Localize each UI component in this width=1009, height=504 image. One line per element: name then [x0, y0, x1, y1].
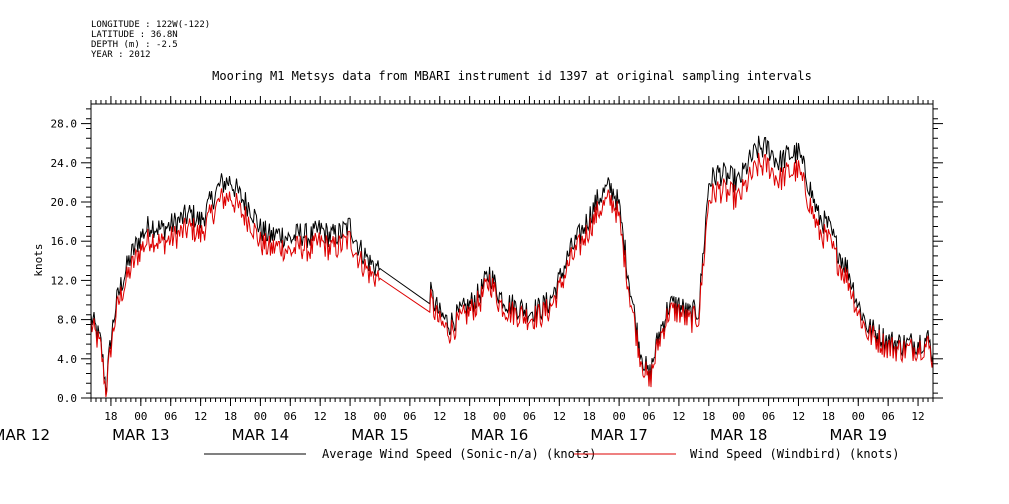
series-average-wind-speed — [90, 135, 934, 396]
x-hour-label: 06 — [284, 410, 297, 423]
minor-ticks — [86, 100, 938, 402]
x-hour-label: 18 — [702, 410, 715, 423]
x-date-label: MAR 17 — [590, 426, 647, 444]
axis-layer: 0.0 4.0 8.0 12.0 16.0 20.0 24.0 28.0 18 00 06 12 18 0… — [0, 96, 943, 444]
legend-label-windbird: Wind Speed (Windbird) (knots) — [690, 447, 900, 461]
x-date-label: MAR 15 — [351, 426, 408, 444]
x-hour-label: 00 — [373, 410, 386, 423]
x-hour-label: 12 — [792, 410, 805, 423]
series-windbird-wind-speed — [90, 152, 934, 398]
x-hour-label: 12 — [194, 410, 207, 423]
latitude-text: LATITUDE : 36.8N — [91, 30, 178, 40]
x-hour-label: 06 — [642, 410, 655, 423]
x-hour-label: 12 — [433, 410, 446, 423]
y-axis-label: knots — [32, 243, 45, 276]
y-tick-label: 0.0 — [57, 392, 77, 405]
x-date-label: MAR 18 — [710, 426, 767, 444]
x-hour-label: 00 — [852, 410, 865, 423]
x-hour-label: 18 — [583, 410, 596, 423]
x-date-label: MAR 16 — [471, 426, 528, 444]
x-hour-label: 00 — [134, 410, 147, 423]
plot-frame — [90, 103, 934, 399]
x-hour-label: 06 — [164, 410, 177, 423]
y-tick-label: 28.0 — [51, 118, 78, 131]
x-hour-label: 06 — [882, 410, 895, 423]
depth-text: DEPTH (m) : -2.5 — [91, 40, 178, 50]
x-hour-label: 18 — [104, 410, 117, 423]
x-hour-label: 06 — [403, 410, 416, 423]
x-hour-label: 00 — [254, 410, 267, 423]
legend-label-average: Average Wind Speed (Sonic-n/a) (knots) — [322, 447, 597, 461]
x-hour-label: 12 — [672, 410, 685, 423]
longitude-text: LONGITUDE : 122W(-122) — [91, 20, 211, 30]
x-hour-label: 12 — [314, 410, 327, 423]
x-hour-label: 12 — [911, 410, 924, 423]
x-hour-label: 00 — [612, 410, 625, 423]
year-text: YEAR : 2012 — [91, 50, 151, 60]
x-hour-label: 06 — [762, 410, 775, 423]
x-hour-label: 18 — [463, 410, 476, 423]
x-hour-label: 00 — [493, 410, 506, 423]
y-tick-label: 8.0 — [57, 314, 77, 327]
y-tick-label: 12.0 — [51, 274, 78, 287]
x-date-label: MAR 12 — [0, 426, 50, 444]
x-hour-label: 18 — [822, 410, 835, 423]
x-date-label: MAR 13 — [112, 426, 169, 444]
y-tick-label: 16.0 — [51, 235, 78, 248]
y-tick-label: 4.0 — [57, 353, 77, 366]
x-hour-label: 18 — [224, 410, 237, 423]
x-hour-label: 06 — [523, 410, 536, 423]
chart-title: Mooring M1 Metsys data from MBARI instru… — [212, 69, 812, 83]
x-hour-label: 18 — [343, 410, 356, 423]
x-hour-label: 12 — [553, 410, 566, 423]
series-layer — [90, 135, 934, 398]
x-date-label: MAR 14 — [232, 426, 289, 444]
x-date-label: MAR 19 — [830, 426, 887, 444]
y-tick-label: 20.0 — [51, 196, 78, 209]
legend: Average Wind Speed (Sonic-n/a) (knots) W… — [204, 447, 900, 461]
x-hour-label: 00 — [732, 410, 745, 423]
y-tick-label: 24.0 — [51, 157, 78, 170]
